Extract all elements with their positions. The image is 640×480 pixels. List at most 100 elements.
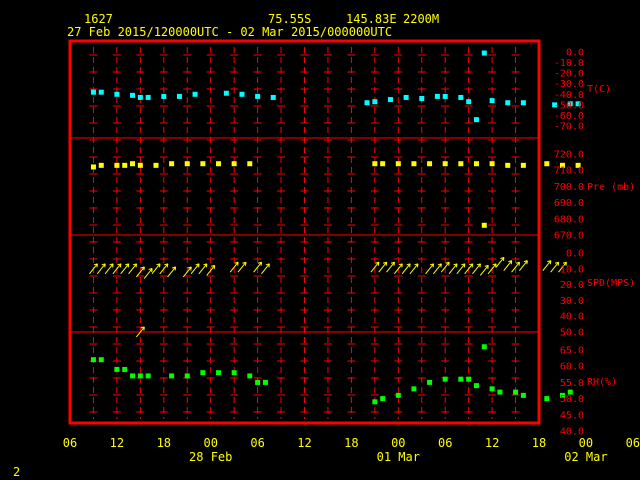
y-tick-label: 670.0: [554, 231, 584, 242]
panel-label: Pre (mb): [587, 182, 635, 193]
data-point: [458, 161, 464, 167]
wind-barb: [542, 260, 552, 271]
data-point: [395, 161, 401, 167]
x-tick-label: 18: [157, 436, 171, 450]
wind-barb: [472, 263, 481, 275]
data-point: [239, 91, 245, 97]
y-tick-label: 690.0: [554, 198, 584, 209]
wind-barb: [206, 264, 216, 276]
data-point: [137, 94, 143, 100]
wind-barb: [120, 263, 130, 275]
data-point: [231, 161, 237, 167]
data-point: [137, 373, 143, 379]
data-point: [497, 389, 503, 395]
x-tick-label: 18: [532, 436, 546, 450]
data-point: [153, 162, 159, 168]
data-point: [184, 373, 190, 379]
data-point: [575, 162, 581, 168]
x-date-label: 28 Feb: [189, 450, 232, 464]
y-tick-label: 700.0: [554, 182, 584, 193]
data-point: [200, 370, 206, 376]
data-point: [380, 161, 386, 167]
data-point: [247, 161, 253, 167]
data-point: [247, 373, 253, 379]
wind-barb: [89, 263, 98, 275]
panel-labels: T(C) Pre (mb) SPD(MPS) RH(%): [587, 84, 635, 388]
x-tick-label: 12: [297, 436, 311, 450]
x-axis-labels: 06 12 18 00 06 12 18 00 06 12 18 00 06 28 Feb 01 Mar 02…: [63, 436, 640, 464]
data-point: [130, 92, 136, 98]
wind-barb: [558, 261, 567, 273]
data-point: [387, 97, 393, 103]
data-point: [98, 162, 104, 168]
x-date-label: 02 Mar: [564, 450, 607, 464]
y-tick-label: -40.0: [554, 90, 584, 101]
data-point: [130, 161, 136, 167]
data-point: [473, 117, 479, 123]
wind-barb: [425, 263, 435, 275]
wind-barb: [448, 263, 458, 275]
wind-barb: [229, 261, 239, 273]
y-tick-label: 0.0: [566, 249, 584, 260]
data-point: [372, 161, 378, 167]
data-point: [192, 91, 198, 97]
data-point: [98, 357, 104, 363]
wind-barb: [511, 261, 521, 273]
data-point: [442, 376, 448, 382]
panel-label: RH(%): [587, 377, 617, 388]
wind-barb: [143, 268, 153, 279]
data-point: [255, 379, 261, 385]
wind-barb: [135, 326, 145, 338]
data-point: [200, 161, 206, 167]
data-point: [98, 89, 104, 95]
wind-barb: [464, 263, 474, 275]
wind-barb: [487, 263, 497, 275]
data-point: [122, 366, 128, 372]
y-tick-label: 65.0: [560, 346, 584, 357]
wind-barb: [159, 263, 169, 275]
data-point: [176, 93, 182, 99]
y-tick-label: 10.0: [560, 264, 584, 275]
data-point: [481, 50, 487, 56]
wind-barb: [96, 263, 106, 275]
y-tick-label: 55.0: [560, 378, 584, 389]
data-point: [466, 376, 472, 382]
data-point: [427, 379, 433, 385]
data-point: [481, 222, 487, 228]
y-tick-label: 45.0: [560, 410, 584, 421]
y-tick-label: -10.0: [554, 58, 584, 69]
data-point: [145, 373, 151, 379]
data-point: [122, 162, 128, 168]
wind-barb: [190, 263, 200, 275]
wind-barb: [182, 266, 192, 278]
data-point: [403, 94, 409, 100]
station-id: 1627: [84, 12, 113, 26]
y-tick-label: -20.0: [554, 69, 584, 80]
data-point: [270, 94, 276, 100]
wind-barb: [401, 263, 411, 275]
panel-separators: [70, 137, 539, 333]
panel-label: T(C): [587, 84, 611, 95]
wind-barb: [198, 263, 208, 275]
y-tick-label: 40.0: [560, 427, 584, 438]
y-tick-label: 0.0: [566, 48, 584, 59]
x-tick-label: 06: [438, 436, 452, 450]
data-point: [513, 389, 519, 395]
data-point: [216, 370, 222, 376]
data-point: [559, 162, 565, 168]
data-point: [434, 93, 440, 99]
data-point: [216, 161, 222, 167]
wind-barb: [135, 266, 145, 278]
y-tick-label: 60.0: [560, 362, 584, 373]
data-point: [161, 93, 167, 99]
time-range: 27 Feb 2015/120000UTC - 02 Mar 2015/0000…: [67, 25, 392, 39]
data-point: [169, 161, 175, 167]
data-point: [489, 386, 495, 392]
wind-barb: [378, 261, 388, 273]
y-tick-label: 680.0: [554, 214, 584, 225]
wind-barb: [503, 260, 513, 271]
data-point: [489, 98, 495, 104]
data-point: [90, 164, 96, 170]
wind-barb: [495, 256, 505, 268]
data-point: [466, 99, 472, 105]
